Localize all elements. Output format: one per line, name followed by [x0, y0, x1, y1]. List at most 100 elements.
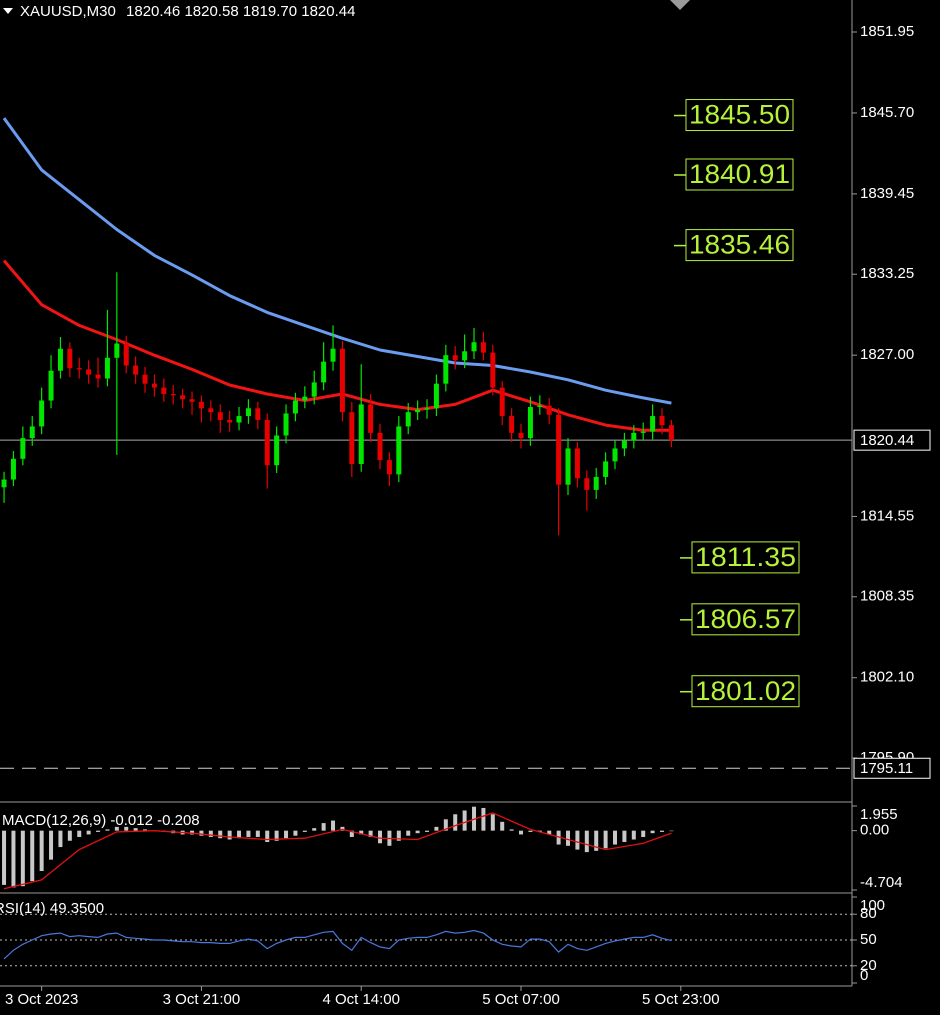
- candle-body: [556, 414, 562, 485]
- candle-body: [208, 408, 214, 413]
- macd-bar: [246, 830, 251, 837]
- price-box: [853, 757, 931, 779]
- candle-body: [1, 479, 7, 488]
- candle-body: [95, 374, 101, 379]
- candle-body: [292, 400, 298, 414]
- ohlc-value: 1820.44: [301, 3, 355, 20]
- y-tick-label: 0.00: [860, 822, 889, 839]
- level-box: [685, 99, 794, 132]
- menu-arrow: [3, 8, 13, 14]
- macd-bar: [622, 830, 627, 843]
- macd-bar: [547, 830, 552, 835]
- level-box: [691, 603, 800, 636]
- candle-body: [133, 365, 139, 375]
- y-tick-label: 1833.25: [860, 265, 914, 282]
- level-box: [685, 229, 794, 262]
- macd-bar: [434, 826, 439, 831]
- level-label: 1840.91: [689, 159, 790, 189]
- candle-body: [349, 412, 355, 464]
- macd-bar: [274, 830, 279, 841]
- candle-body: [518, 432, 524, 439]
- level-box: [691, 541, 800, 574]
- y-tick-label: 1851.95: [860, 23, 914, 40]
- candle-body: [612, 448, 618, 462]
- rsi-title: RSI(14) 49.3500: [0, 900, 104, 917]
- chart-header: XAUUSD,M30 1820.46 1820.58 1819.70 1820.…: [20, 3, 355, 20]
- macd-bar: [105, 829, 110, 831]
- candle-body: [386, 460, 392, 475]
- macd-bar: [237, 830, 242, 839]
- x-tick-label: 3 Oct 2023: [5, 991, 78, 1008]
- macd-bar: [58, 830, 63, 848]
- y-tick-label: 1814.55: [860, 507, 914, 524]
- candle-body: [330, 348, 336, 362]
- level-label: 1811.35: [695, 542, 796, 572]
- candle-body: [471, 342, 477, 352]
- candle-body: [57, 348, 63, 371]
- candle-body: [537, 405, 543, 407]
- level-label: 1845.50: [689, 100, 790, 130]
- macd-bar: [293, 830, 298, 836]
- candle-body: [20, 438, 26, 459]
- candle-body: [659, 416, 665, 426]
- candle-body: [283, 413, 289, 436]
- macd-bar: [49, 830, 54, 860]
- indicator-name: RSI(14): [0, 900, 46, 917]
- candle-body: [302, 396, 308, 401]
- macd-signal: [3, 812, 672, 890]
- macd-title: MACD(12,26,9) -0.012 -0.208: [2, 812, 200, 829]
- macd-bar: [631, 830, 636, 840]
- macd-bar: [481, 807, 486, 831]
- y-tick-label: 1845.70: [860, 104, 914, 121]
- macd-bar: [39, 830, 44, 872]
- plot-layer: 1851.95 1845.70 1839.45 1833.25 1827.00 1814.…: [0, 23, 931, 1008]
- macd-bar: [199, 830, 204, 836]
- macd-bar: [519, 830, 524, 835]
- candle-body: [443, 355, 449, 384]
- macd-bar: [566, 830, 571, 846]
- macd-bar: [67, 830, 72, 841]
- price-box: [853, 429, 931, 451]
- level-label: 1806.57: [695, 604, 796, 634]
- candle-body: [490, 352, 496, 388]
- macd-bar: [425, 830, 430, 832]
- y-tick-label: 1839.45: [860, 185, 914, 202]
- macd-bar: [77, 830, 82, 837]
- symbol: XAUUSD,M30: [20, 3, 116, 20]
- candle-body: [236, 416, 242, 423]
- candle-body: [668, 425, 674, 441]
- candle-body: [10, 458, 16, 480]
- candle-body: [480, 342, 486, 353]
- candle-body: [217, 412, 223, 420]
- candle-body: [39, 400, 45, 427]
- candle-body: [424, 408, 430, 410]
- candle-body: [245, 408, 251, 417]
- macd-signal-value: -0.208: [157, 812, 200, 829]
- macd-bar: [86, 830, 91, 835]
- candle-body: [86, 369, 92, 375]
- candle-body: [405, 412, 411, 427]
- macd-bar: [613, 830, 618, 845]
- y-tick-label: 80: [860, 905, 877, 922]
- candle-body: [180, 395, 186, 400]
- macd-bar: [650, 830, 655, 834]
- macd-bar: [124, 826, 129, 831]
- level-label: 1801.02: [695, 676, 796, 706]
- candle-body: [274, 435, 280, 466]
- macd-bar: [509, 829, 514, 831]
- macd-bar: [462, 810, 467, 831]
- candle-body: [76, 368, 82, 370]
- candle-body: [189, 399, 195, 402]
- price-label: 1820.44: [860, 432, 914, 449]
- macd-bar: [302, 830, 307, 832]
- macd-bar: [133, 828, 138, 831]
- y-tick-label: 50: [860, 931, 877, 948]
- ohlc-value: 1819.70: [243, 3, 297, 20]
- y-tick-label: 1.955: [860, 806, 898, 823]
- candle-body: [161, 387, 167, 395]
- x-tick-label: 3 Oct 21:00: [163, 991, 241, 1008]
- candle-body: [123, 343, 129, 366]
- candle-body: [227, 419, 233, 423]
- macd-bar: [312, 828, 317, 831]
